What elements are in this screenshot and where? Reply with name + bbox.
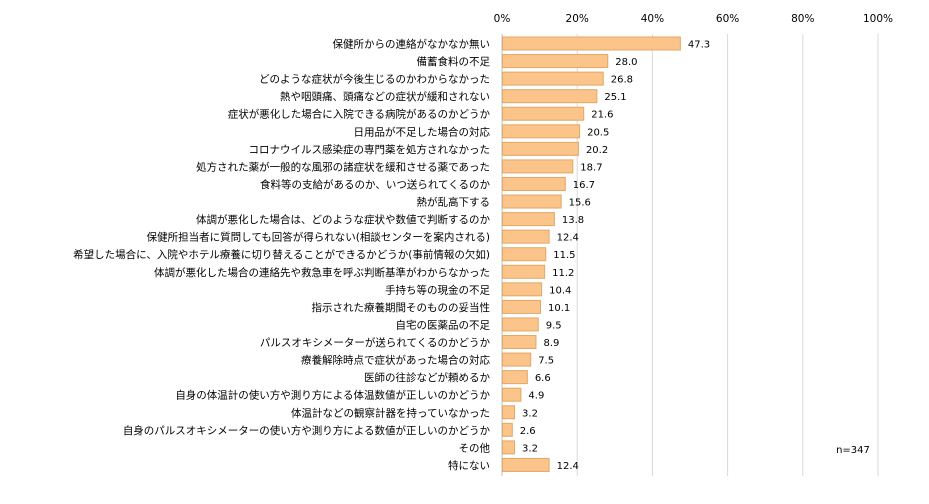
- bar: [502, 124, 581, 139]
- bar: [502, 141, 579, 156]
- category-label: 食料等の支給があるのか、いつ送られてくるのか: [260, 178, 490, 191]
- data-label: 15.6: [569, 198, 591, 209]
- data-label: 3.2: [522, 408, 538, 419]
- bar: [502, 212, 555, 227]
- data-label: 12.4: [557, 461, 579, 472]
- bar: [502, 282, 543, 297]
- x-tick-label: 60%: [716, 13, 739, 25]
- bar: [502, 36, 681, 51]
- bar: [502, 89, 598, 104]
- category-label: 特にない: [448, 460, 490, 472]
- category-label: 体温計などの観察計器を持っていなかった: [291, 406, 490, 419]
- bar: [502, 247, 547, 262]
- data-label: 20.2: [586, 145, 608, 156]
- data-label: 28.0: [615, 57, 637, 68]
- category-label: 自身のパルスオキシメーターの使い方や測り方による数値が正しいのかどうか: [123, 424, 491, 437]
- category-label: 療養解除時点で症状があった場合の対応: [301, 354, 490, 367]
- category-label: 自宅の医薬品の不足: [396, 318, 491, 331]
- data-label: 26.8: [611, 75, 633, 86]
- bar: [502, 159, 574, 174]
- category-label: 手持ち等の現金の不足: [385, 283, 490, 296]
- data-label: 11.5: [553, 250, 575, 261]
- data-label: 47.3: [688, 40, 710, 51]
- bar: [502, 387, 522, 402]
- category-label: 指示された療養期間そのものの妥当性: [312, 301, 491, 314]
- bar: [502, 71, 604, 86]
- category-label: 体調が悪化した場合の連絡先や救急車を呼ぶ判断基準がわからなかった: [154, 266, 490, 279]
- bar: [502, 457, 550, 472]
- data-label: 16.7: [573, 180, 595, 191]
- data-label: 7.5: [538, 356, 554, 367]
- x-tick-label: 20%: [566, 13, 589, 25]
- category-label: 熱が乱高下する: [417, 196, 491, 209]
- data-label: 10.1: [548, 303, 570, 314]
- data-label: 21.6: [591, 110, 613, 121]
- bar: [502, 440, 516, 455]
- category-label: 医師の往診などが頼めるか: [364, 371, 490, 384]
- bar: [502, 422, 513, 437]
- category-label: 希望した場合に、入院やホテル療養に切り替えることができるかどうか(事前情報の欠如…: [73, 248, 490, 261]
- category-label: 熱や咽頭痛、頭痛などの症状が緩和されない: [280, 90, 490, 103]
- data-label: 13.8: [562, 215, 584, 226]
- category-label: 処方された薬が一般的な風邪の諸症状を緩和させる薬であった: [196, 160, 490, 173]
- bar: [502, 54, 609, 69]
- bar: [502, 176, 566, 191]
- category-label: 体調が悪化した場合は、どのような症状や数値で判断するのか: [196, 213, 490, 226]
- category-label: コロナウイルス感染症の専門薬を処方されなかった: [249, 143, 491, 156]
- data-label: 9.5: [546, 320, 562, 331]
- x-tick-label: 0%: [494, 13, 511, 25]
- data-label: 18.7: [580, 162, 602, 173]
- data-label: 8.9: [543, 338, 559, 349]
- bar: [502, 370, 528, 385]
- category-label: 日用品が不足した場合の対応: [354, 125, 491, 138]
- category-label: 保健所担当者に質問しても回答が得られない(相談センターを案内される): [147, 231, 490, 244]
- data-label: 20.5: [587, 127, 609, 138]
- data-label: 12.4: [557, 233, 579, 244]
- x-tick-label: 80%: [791, 13, 814, 25]
- category-label: その他: [459, 441, 491, 454]
- category-label: 保健所からの連絡がなかなか無い: [333, 38, 491, 51]
- bar: [502, 299, 541, 314]
- sample-size-annotation: n=347: [836, 445, 870, 456]
- bar: [502, 317, 539, 332]
- x-tick-label: 40%: [641, 13, 664, 25]
- bar: [502, 405, 516, 420]
- category-label: 自身の体温計の使い方や測り方による体温数値が正しいのかどうか: [175, 389, 490, 402]
- bar: [502, 194, 562, 209]
- category-label: パルスオキシメーターが送られてくるのかどうか: [260, 336, 491, 349]
- bar: [502, 335, 537, 350]
- category-label: 備蓄食料の不足: [417, 55, 491, 68]
- data-label: 6.6: [535, 373, 551, 384]
- data-label: 2.6: [520, 426, 536, 437]
- x-tick-label: 100%: [863, 13, 893, 25]
- category-label: どのような症状が今後生じるのかわからなかった: [259, 73, 490, 86]
- bar: [502, 229, 550, 244]
- data-label: 11.2: [552, 268, 574, 279]
- bar: [502, 352, 532, 367]
- data-label: 3.2: [522, 443, 538, 454]
- category-label: 症状が悪化した場合に入院できる病院があるのかどうか: [228, 108, 491, 121]
- bar: [502, 106, 585, 121]
- bar: [502, 264, 546, 279]
- data-label: 25.1: [604, 92, 626, 103]
- data-label: 4.9: [528, 391, 544, 402]
- data-label: 10.4: [549, 285, 571, 296]
